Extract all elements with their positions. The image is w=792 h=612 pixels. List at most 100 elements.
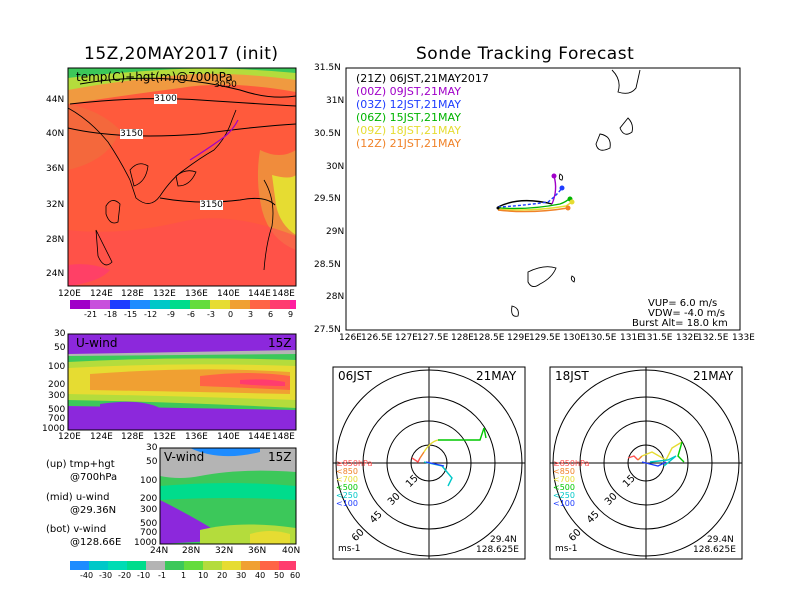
level-label: <500 — [336, 483, 358, 492]
temp-x-tick: 144E — [248, 289, 271, 299]
v-y-tick: 50 — [146, 457, 158, 467]
hodo-right-unit: ms-1 — [555, 544, 578, 554]
temp-cbar-label: -18 — [104, 310, 118, 319]
param-vdw: VDW= -4.0 m/s — [648, 308, 725, 319]
track-y-tick: 29N — [326, 227, 345, 237]
temp-y-tick: 28N — [46, 235, 65, 245]
hodo-right-time: 18JST — [555, 369, 589, 383]
temp-cbar-label: -6 — [187, 310, 195, 319]
wind-cbar-label: 10 — [198, 571, 209, 580]
param-burst-alt: Burst Alt= 18.0 km — [632, 318, 728, 329]
level-label: ≥850hPa — [553, 459, 590, 468]
wind-cbar-label: 60 — [290, 571, 301, 580]
temp-x-tick: 148E — [272, 289, 295, 299]
track-x-tick: 129E — [507, 333, 530, 343]
u-wind-frame — [67, 333, 297, 431]
u-y-tick: 700 — [48, 414, 66, 424]
wind-cbar-label: 1 — [181, 571, 187, 580]
u-y-tick: 200 — [48, 380, 66, 390]
u-y-tick: 30 — [54, 329, 66, 339]
track-x-tick: 129.5E — [529, 333, 561, 343]
contour-label: 3150 — [200, 200, 223, 210]
contour-label: 3050 — [214, 80, 237, 90]
v-y-tick: 1000 — [134, 538, 157, 548]
wind-cbar-label: 40 — [255, 571, 266, 580]
temp-colorbar — [70, 300, 296, 309]
v-wind-field — [160, 448, 296, 544]
hodo-left-lon: 128.625E — [476, 545, 519, 555]
temp-cbar-label: 0 — [228, 310, 234, 319]
u-x-tick: 136E — [185, 432, 208, 442]
track-entry-12z: (12Z) 21JST,21MAY — [356, 137, 461, 150]
track-entry-09z: (09Z) 18JST,21MAY — [356, 124, 461, 137]
wind-cbar-label: -30 — [99, 571, 113, 580]
track-y-tick: 30.5N — [314, 129, 341, 139]
temp-x-tick: 120E — [58, 289, 81, 299]
level-label: <700 — [553, 475, 575, 484]
temp-cbar-label: 3 — [248, 310, 254, 319]
u-x-tick: 124E — [90, 432, 113, 442]
temp-cbar-label: -9 — [167, 310, 175, 319]
wind-cbar-label: 20 — [217, 571, 228, 580]
level-label: <100 — [336, 499, 358, 508]
track-x-tick: 130E — [563, 333, 586, 343]
wind-cbar-label: 50 — [274, 571, 285, 580]
temp-x-tick: 140E — [217, 289, 240, 299]
wind-colorbar — [70, 561, 296, 570]
track-y-tick: 28.5N — [314, 260, 341, 270]
temp-map-label: temp(C)+hgt(m)@700hPa — [76, 70, 233, 84]
track-x-tick: 131.5E — [641, 333, 673, 343]
temp-cbar-label: -15 — [124, 310, 138, 319]
track-entry-00z: (00Z) 09JST,21MAY — [356, 85, 461, 98]
hodograph-right-plot — [549, 366, 743, 560]
track-lines — [496, 173, 575, 213]
track-y-tick: 31N — [326, 96, 345, 106]
u-x-tick: 132E — [153, 432, 176, 442]
temp-y-tick: 32N — [46, 200, 65, 210]
wind-cbar-label: -10 — [137, 571, 151, 580]
temp-y-tick: 36N — [46, 164, 65, 174]
track-x-tick: 132E — [676, 333, 699, 343]
wind-cbar-label: -40 — [80, 571, 94, 580]
u-wind-label: U-wind — [76, 336, 118, 350]
track-map-frame — [345, 67, 741, 331]
track-y-tick: 28N — [326, 292, 345, 302]
level-label: <100 — [553, 499, 575, 508]
track-x-tick: 127E — [395, 333, 418, 343]
u-y-tick: 50 — [54, 343, 66, 353]
track-x-tick: 127.5E — [417, 333, 449, 343]
level-label: <250 — [553, 491, 575, 500]
hodo-left-lat: 29.4N — [490, 535, 517, 545]
contour-label: 3100 — [154, 94, 177, 104]
hodo-right-date: 21MAY — [693, 369, 734, 383]
temp-cbar-label: 9 — [288, 310, 294, 319]
hodo-right-levels: ≥850hPa <850 <700 <500 <250 <100 — [553, 460, 589, 508]
track-x-tick: 130.5E — [585, 333, 617, 343]
note-mid-line1: (mid) u-wind — [46, 492, 110, 503]
track-entry-03z: (03Z) 12JST,21MAY — [356, 98, 461, 111]
track-legend: (21Z) 06JST,21MAY2017 (00Z) 09JST,21MAY … — [356, 72, 489, 150]
track-x-tick: 126.5E — [361, 333, 393, 343]
u-y-tick: 500 — [48, 405, 66, 415]
wind-cbar-label: 30 — [236, 571, 247, 580]
level-label: <700 — [336, 475, 358, 484]
v-x-tick: 24N — [150, 546, 169, 556]
track-y-tick: 31.5N — [314, 63, 341, 73]
note-up-line2: @700hPa — [70, 472, 118, 483]
v-x-tick: 28N — [182, 546, 201, 556]
u-x-tick: 148E — [272, 432, 295, 442]
hodo-left-levels: ≥850hPa <850 <700 <500 <250 <100 — [336, 460, 372, 508]
contour-label: 3150 — [120, 129, 143, 139]
hodo-right-lon: 128.625E — [693, 545, 736, 555]
level-label: <500 — [553, 483, 575, 492]
u-wind-field — [68, 334, 296, 430]
temp-x-tick: 124E — [90, 289, 113, 299]
temp-y-tick: 44N — [46, 95, 65, 105]
track-entry-21z: (21Z) 06JST,21MAY2017 — [356, 72, 489, 85]
v-y-tick: 200 — [140, 494, 158, 504]
v-x-tick: 36N — [248, 546, 267, 556]
hodograph-left-plot — [332, 366, 526, 560]
temp-x-tick: 128E — [121, 289, 144, 299]
temp-cbar-label: 6 — [268, 310, 274, 319]
